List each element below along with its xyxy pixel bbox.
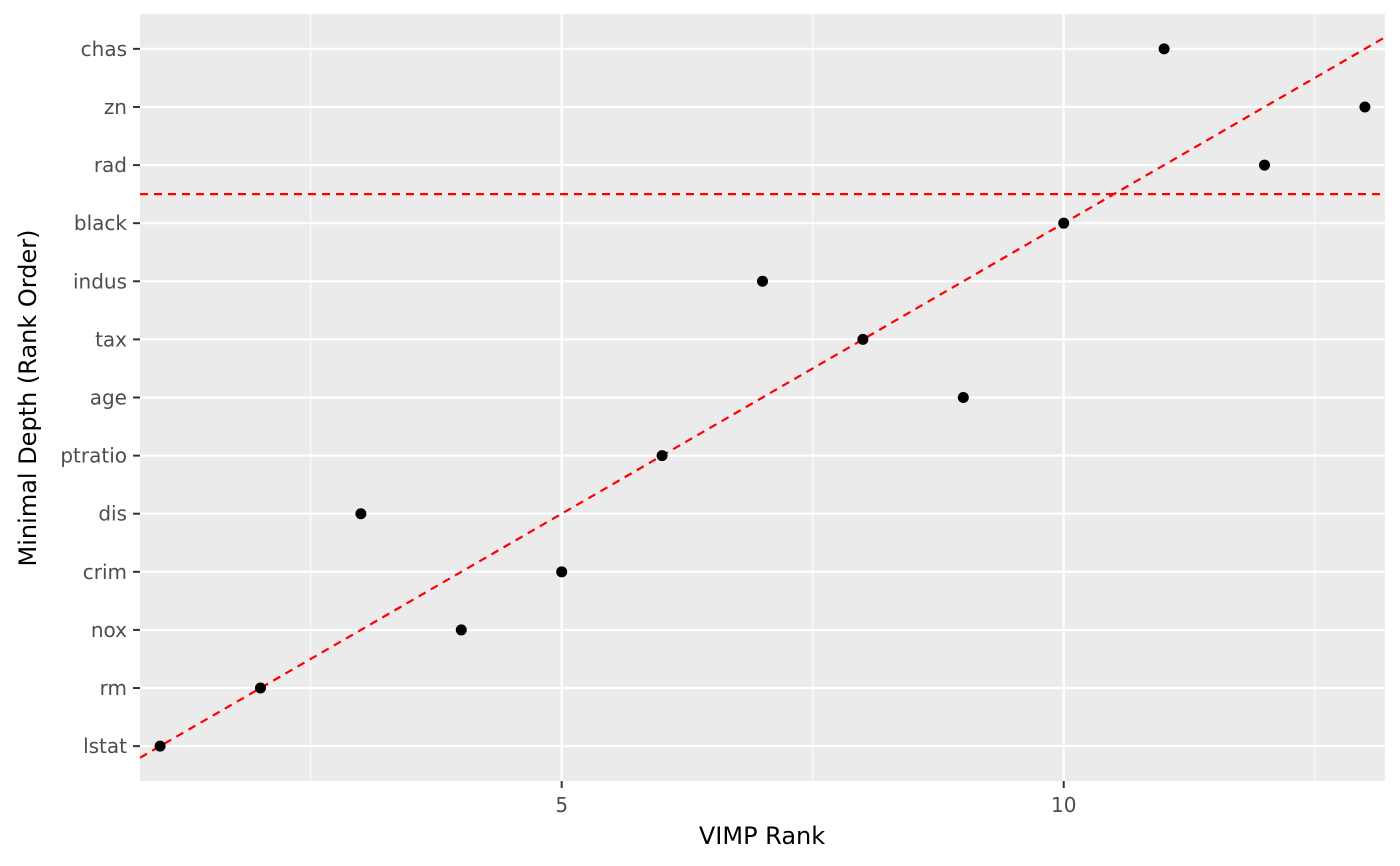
- point-crim: [556, 566, 568, 578]
- y-tick-label-dis: dis: [98, 502, 127, 526]
- x-axis: 5 10: [555, 781, 1076, 817]
- y-tick-label-tax: tax: [95, 327, 127, 351]
- data-points: [154, 43, 1371, 752]
- point-ptratio: [656, 450, 668, 462]
- y-tick-label-black: black: [74, 211, 128, 235]
- point-zn: [1359, 101, 1371, 113]
- y-tick-label-chas: chas: [81, 37, 127, 61]
- point-lstat: [154, 740, 166, 752]
- y-tick-label-ptratio: ptratio: [60, 444, 127, 468]
- y-tick-label-nox: nox: [91, 618, 127, 642]
- y-tick-label-indus: indus: [73, 269, 127, 293]
- point-chas: [1158, 43, 1170, 55]
- x-tick-label: 10: [1051, 793, 1076, 817]
- y-tick-label-zn: zn: [104, 95, 127, 119]
- x-tick-label: 5: [555, 793, 568, 817]
- diagonal-reference-line: [140, 36, 1385, 759]
- point-indus: [757, 275, 768, 287]
- y-axis: lstat rm nox crim dis ptratio age tax indus black…: [60, 37, 140, 758]
- point-rad: [1259, 159, 1271, 171]
- y-tick-label-age: age: [90, 386, 127, 410]
- point-tax: [857, 333, 869, 345]
- point-dis: [355, 508, 367, 520]
- point-black: [1058, 217, 1070, 229]
- reference-lines: [140, 36, 1385, 759]
- x-axis-title: VIMP Rank: [699, 822, 825, 850]
- y-tick-label-rad: rad: [94, 153, 127, 177]
- y-tick-label-lstat: lstat: [83, 734, 127, 758]
- y-tick-label-rm: rm: [100, 676, 127, 700]
- y-axis-title: Minimal Depth (Rank Order): [14, 230, 42, 567]
- point-age: [957, 392, 969, 403]
- point-rm: [254, 682, 266, 694]
- y-tick-label-crim: crim: [83, 560, 127, 584]
- point-nox: [455, 624, 467, 636]
